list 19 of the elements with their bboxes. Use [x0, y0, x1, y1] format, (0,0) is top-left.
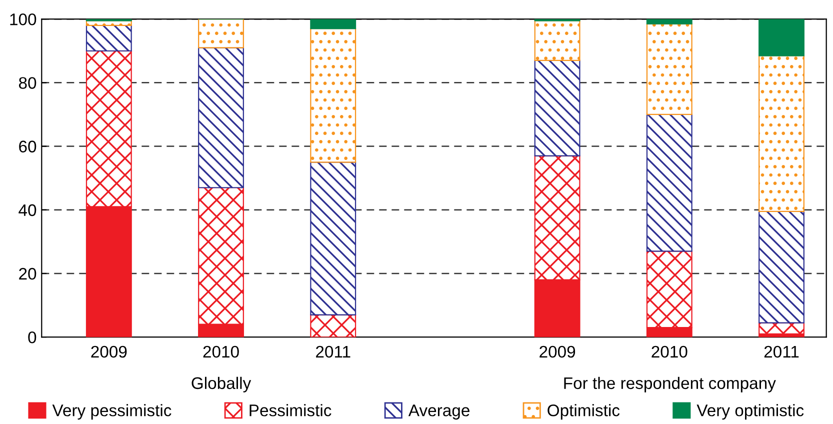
legend-label: Optimistic	[548, 404, 620, 420]
legend-label: Average	[408, 404, 470, 420]
x-tick-label: 2011	[316, 346, 350, 358]
x-tick-label: 2011	[764, 346, 799, 358]
y-tick-label: 20	[19, 268, 36, 280]
x-tick-label: 2010	[203, 346, 239, 358]
x-tick-label: 2009	[91, 346, 127, 358]
y-tick-label: 80	[18, 77, 36, 89]
y-tick-label: 40	[18, 204, 36, 216]
legend-label: Very optimistic	[696, 404, 804, 420]
y-tick-label: 100	[10, 13, 36, 26]
y-tick-label: 60	[19, 140, 36, 152]
x-tick-label: 2009	[540, 346, 576, 358]
text: For the respondent company	[564, 376, 776, 392]
legend-label: Very pessimistic	[52, 404, 172, 420]
x-tick-label: 2010	[652, 346, 688, 358]
y-tick-label: 0	[28, 331, 36, 344]
text: Globally	[192, 376, 252, 392]
legend-label: Pessimistic	[250, 404, 332, 416]
